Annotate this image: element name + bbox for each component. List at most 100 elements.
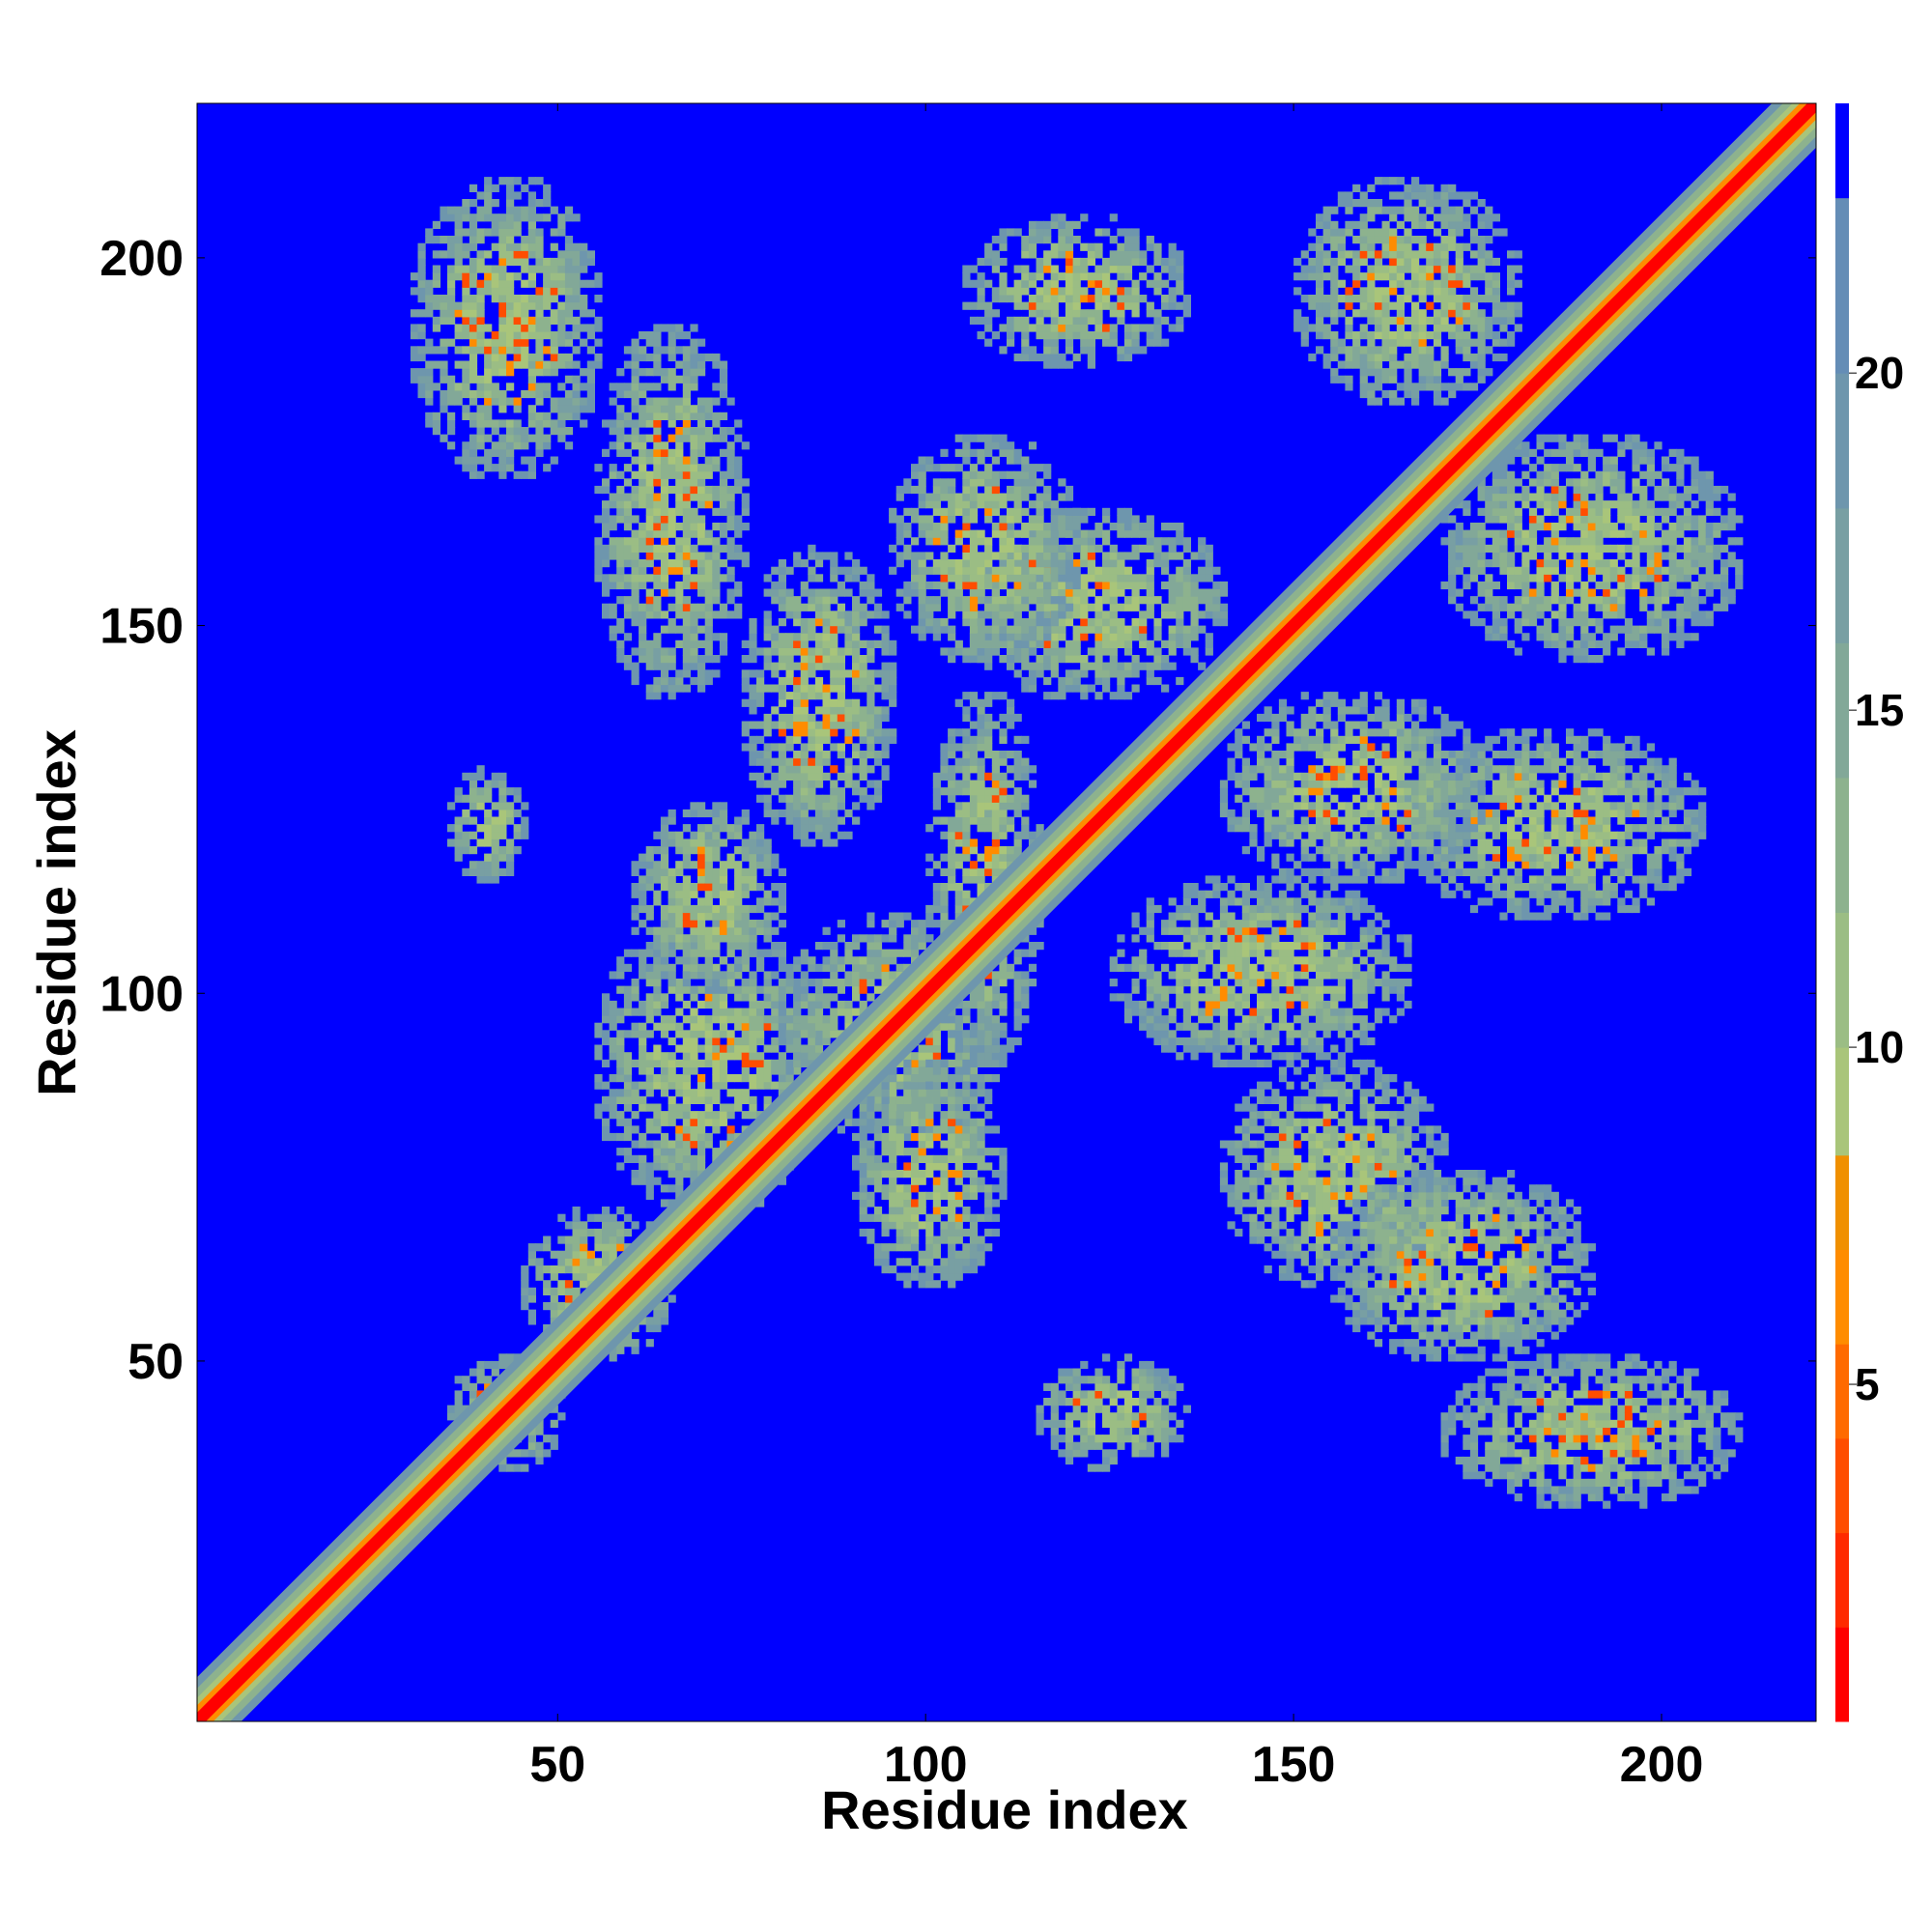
heatmap-cell	[1573, 603, 1581, 611]
heatmap-cell	[1286, 831, 1294, 839]
heatmap-cell	[1639, 824, 1648, 833]
heatmap-cell	[1058, 250, 1066, 259]
heatmap-cell	[660, 669, 669, 678]
heatmap-cell	[1330, 735, 1339, 744]
heatmap-cell	[1337, 772, 1346, 781]
heatmap-cell	[639, 470, 647, 479]
heatmap-cell	[682, 419, 691, 428]
heatmap-cell	[1396, 875, 1405, 884]
contact-region	[594, 324, 750, 700]
heatmap-cell	[623, 537, 633, 546]
heatmap-cell	[1087, 242, 1095, 251]
heatmap-cell	[1463, 809, 1471, 818]
heatmap-cell	[1374, 375, 1383, 384]
heatmap-cell	[1609, 559, 1618, 568]
heatmap-cell	[1109, 250, 1118, 259]
heatmap-cell	[1632, 751, 1640, 759]
heatmap-cell	[763, 713, 772, 723]
heatmap-cell	[1558, 831, 1567, 839]
heatmap-cell	[1352, 250, 1361, 259]
heatmap-cell	[1566, 867, 1575, 876]
heatmap-cell	[1536, 890, 1545, 898]
heatmap-cell	[1536, 470, 1545, 479]
heatmap-cell	[653, 552, 662, 560]
heatmap-cell	[1683, 596, 1692, 605]
heatmap-cell	[1477, 272, 1486, 281]
heatmap-cell	[1131, 338, 1140, 347]
heatmap-cell	[1463, 824, 1471, 833]
heatmap-cell	[1632, 544, 1640, 553]
heatmap-cell	[440, 301, 448, 310]
heatmap-cell	[1654, 603, 1662, 611]
heatmap-cell	[1065, 324, 1074, 332]
heatmap-cell	[521, 206, 529, 214]
heatmap-cell	[645, 559, 654, 568]
heatmap-cell	[1168, 537, 1177, 546]
heatmap-cell	[977, 316, 985, 325]
heatmap-cell	[712, 523, 721, 531]
heatmap-cell	[741, 639, 750, 648]
heatmap-cell	[1528, 448, 1538, 457]
heatmap-cell	[881, 611, 890, 619]
heatmap-cell	[1603, 456, 1611, 465]
heatmap-cell	[1595, 639, 1604, 648]
heatmap-cell	[491, 397, 499, 406]
heatmap-cell	[1300, 853, 1309, 862]
heatmap-cell	[1566, 456, 1575, 465]
heatmap-cell	[1580, 611, 1589, 619]
heatmap-cell	[506, 191, 515, 200]
heatmap-cell	[1286, 728, 1294, 737]
heatmap-cell	[1485, 331, 1493, 340]
heatmap-cell	[1566, 728, 1575, 737]
heatmap-cell	[712, 456, 721, 465]
heatmap-cell	[557, 287, 566, 296]
heatmap-cell	[749, 633, 757, 641]
heatmap-cell	[1418, 272, 1427, 281]
heatmap-cell	[793, 751, 802, 759]
heatmap-cell	[1521, 574, 1530, 582]
heatmap-cell	[1050, 360, 1059, 369]
heatmap-cell	[469, 375, 478, 384]
heatmap-cell	[1485, 596, 1493, 605]
heatmap-cell	[852, 743, 861, 752]
heatmap-cell	[1330, 809, 1339, 818]
heatmap-cell	[1146, 559, 1154, 568]
heatmap-cell	[793, 831, 802, 839]
heatmap-cell	[719, 639, 728, 648]
heatmap-cell	[639, 611, 647, 619]
heatmap-cell	[1050, 647, 1059, 656]
heatmap-cell	[557, 257, 566, 267]
heatmap-cell	[1058, 684, 1066, 693]
heatmap-cell	[1352, 765, 1361, 774]
heatmap-cell	[1007, 662, 1015, 670]
heatmap-cell	[1617, 904, 1626, 914]
heatmap-cell	[1007, 338, 1015, 347]
heatmap-cell	[1448, 581, 1457, 590]
heatmap-cell	[830, 669, 838, 678]
heatmap-cell	[1094, 566, 1103, 575]
heatmap-cell	[734, 581, 743, 590]
heatmap-cell	[1603, 611, 1611, 619]
heatmap-cell	[814, 772, 824, 781]
heatmap-cell	[1205, 588, 1213, 597]
heatmap-cell	[1485, 735, 1493, 744]
heatmap-cell	[1514, 265, 1522, 273]
heatmap-cell	[675, 331, 684, 340]
heatmap-cell	[1639, 772, 1648, 781]
heatmap-cell	[793, 706, 802, 715]
heatmap-cell	[535, 346, 544, 355]
heatmap-cell	[1028, 220, 1037, 229]
heatmap-cell	[609, 574, 617, 582]
heatmap-cell	[1573, 655, 1581, 664]
heatmap-cell	[1492, 831, 1500, 839]
heatmap-cell	[1639, 537, 1648, 546]
heatmap-cell	[1271, 772, 1280, 781]
heatmap-cell	[1499, 603, 1508, 611]
heatmap-cell	[1587, 853, 1596, 862]
heatmap-cell	[1492, 529, 1500, 538]
heatmap-cell	[660, 523, 669, 531]
heatmap-cell	[1668, 838, 1677, 847]
heatmap-cell	[1212, 566, 1221, 575]
heatmap-cell	[1499, 751, 1508, 759]
heatmap-cell	[1123, 228, 1133, 237]
